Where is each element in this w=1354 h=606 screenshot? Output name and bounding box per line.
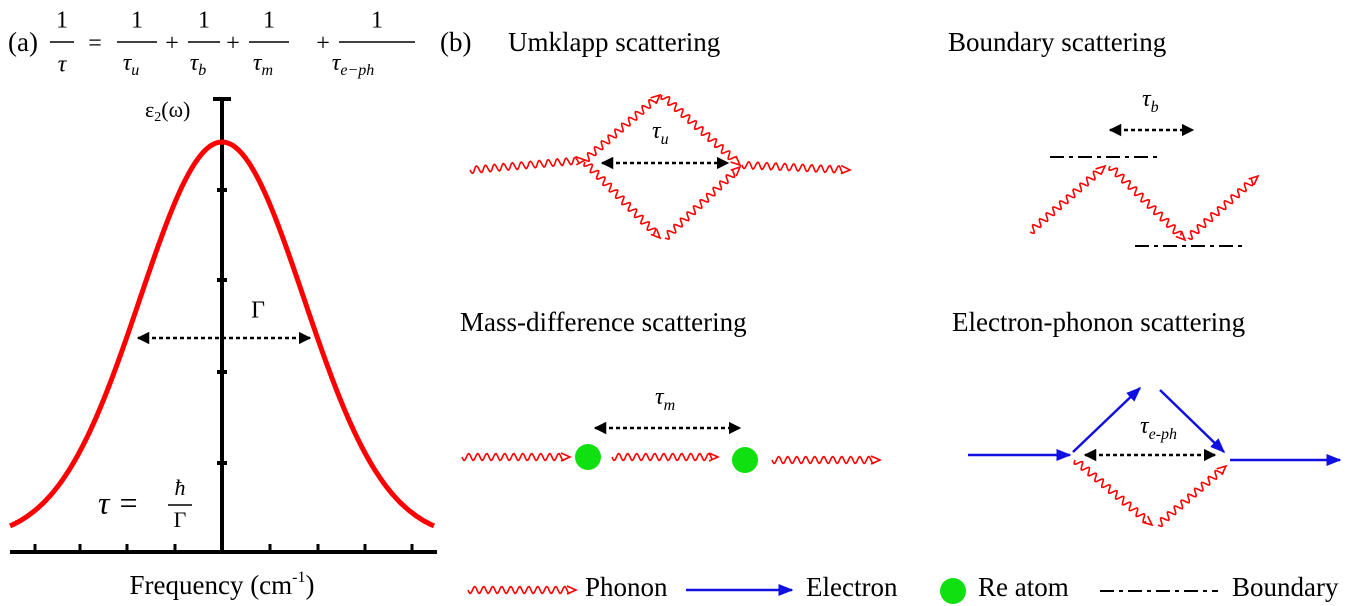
phonon-line xyxy=(467,585,571,595)
phonon-line xyxy=(583,161,657,236)
phonon-line xyxy=(1073,459,1147,524)
phonon-arrowhead xyxy=(1142,515,1154,527)
phonon-line xyxy=(771,455,875,465)
eq-den-sub: m xyxy=(262,62,274,79)
phonon-arrowhead xyxy=(560,452,572,462)
process-title: Mass-difference scattering xyxy=(460,307,747,337)
phonon-arrowhead xyxy=(870,455,882,465)
phonon-arrowhead xyxy=(1095,164,1107,176)
eq-den: τb xyxy=(190,50,207,79)
legend-label: Re atom xyxy=(978,572,1069,602)
phonon-arrowhead xyxy=(1216,464,1228,476)
process-title: Boundary scattering xyxy=(948,27,1166,57)
phonon-arrowhead xyxy=(650,93,662,105)
eq-num: 1 xyxy=(56,8,68,34)
eq-sign: + xyxy=(165,31,179,57)
eq-den-sub: e−ph xyxy=(340,62,374,79)
re-atom xyxy=(575,444,601,470)
y-axis-label: ε2(ω) xyxy=(145,97,190,125)
eq-den: τu xyxy=(123,50,140,79)
phonon-line xyxy=(1187,177,1254,241)
legend-label: Electron xyxy=(806,572,898,602)
phonon-line xyxy=(584,98,659,163)
eq-den: τe−ph xyxy=(332,50,375,79)
process-title: Electron-phonon scattering xyxy=(952,307,1245,337)
eq-den: τm xyxy=(253,50,273,79)
x-axis-label: Frequency (cm-1) xyxy=(129,569,314,601)
relation-num: ħ xyxy=(175,475,186,500)
tau-label: τm xyxy=(655,384,675,414)
eq-den-symbol: τ xyxy=(190,50,200,76)
re-atom xyxy=(732,447,758,473)
phonon-arrowhead xyxy=(1248,174,1260,186)
relation-den: Γ xyxy=(174,507,187,532)
tau-label: τb xyxy=(1142,86,1159,116)
phonon-line xyxy=(660,94,738,161)
electron-line xyxy=(1072,386,1142,453)
phonon-arrowhead xyxy=(708,452,720,462)
re-atom xyxy=(940,578,966,604)
electron-line xyxy=(1159,389,1226,454)
eq-sign: + xyxy=(226,31,240,57)
phonon-line xyxy=(1029,170,1103,235)
phonon-line xyxy=(1108,165,1183,236)
panel-label: (a) xyxy=(8,27,38,57)
eq-den-sub: b xyxy=(198,62,206,79)
eq-sign: = xyxy=(88,31,102,57)
phonon-line xyxy=(664,168,736,240)
phonon-line xyxy=(611,452,713,462)
relation-lhs: τ = xyxy=(98,484,139,520)
equation: 1 τ = 1τu+1τb+1τm+1τe−ph xyxy=(50,8,415,79)
phonon-arrowhead xyxy=(650,228,662,240)
phonon-line xyxy=(461,452,565,462)
eq-sign: + xyxy=(316,31,330,57)
phonon-arrowhead xyxy=(566,585,578,595)
phonon-line xyxy=(1157,469,1225,528)
phonon-arrowhead xyxy=(730,155,742,167)
tau-label: τu xyxy=(652,118,669,148)
eq-den-sub: u xyxy=(131,62,139,79)
eq-num: 1 xyxy=(198,8,210,34)
phonon-arrowhead xyxy=(730,165,742,177)
legend-label: Boundary xyxy=(1232,572,1339,602)
phonon-line xyxy=(469,156,580,175)
phonon-arrowhead xyxy=(840,164,852,175)
eq-num: 1 xyxy=(131,8,143,34)
legend-label: Phonon xyxy=(585,572,668,602)
phonon-arrowhead xyxy=(1175,230,1187,242)
process-title: Umklapp scattering xyxy=(508,27,720,57)
gaussian-curve xyxy=(8,139,436,529)
phonon-line xyxy=(741,160,845,175)
width-label: Γ xyxy=(251,298,265,324)
eq-den: τ xyxy=(58,52,68,78)
tau-label: τe-ph xyxy=(1140,413,1177,443)
panel-label: (b) xyxy=(440,27,471,57)
eq-den-symbol: τ xyxy=(253,50,263,76)
eq-den-symbol: τ xyxy=(332,50,342,76)
eq-num: 1 xyxy=(263,8,275,34)
eq-num: 1 xyxy=(371,8,383,34)
eq-den-symbol: τ xyxy=(123,50,133,76)
